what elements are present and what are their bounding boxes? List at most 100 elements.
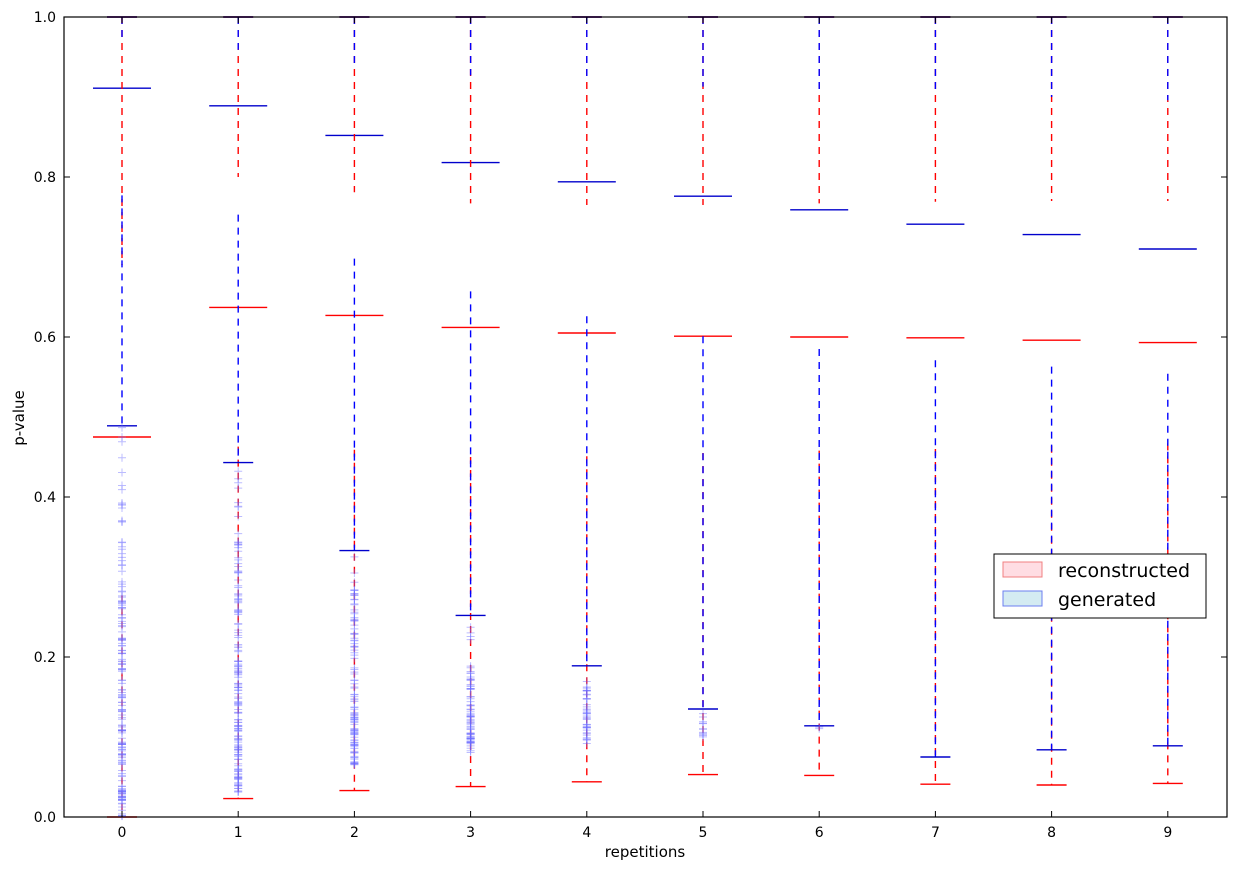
outlier-point xyxy=(234,647,243,656)
outlier-point xyxy=(350,702,359,711)
outlier-point xyxy=(234,661,243,670)
outlier-point xyxy=(466,729,475,738)
outlier-point xyxy=(466,623,475,632)
x-tick-label: 1 xyxy=(234,825,243,841)
outlier-point xyxy=(466,736,475,745)
outlier-point xyxy=(234,664,243,673)
outlier-point xyxy=(466,701,475,710)
outlier-point xyxy=(350,605,359,614)
outlier-point xyxy=(234,750,243,759)
outlier-point xyxy=(118,603,126,612)
outlier-point xyxy=(234,721,243,730)
outlier-point xyxy=(234,708,243,717)
outlier-point xyxy=(118,423,126,432)
outlier-point xyxy=(234,743,243,752)
legend-swatch-reconstructed xyxy=(1002,561,1043,578)
outlier-point xyxy=(815,724,824,733)
outlier-point xyxy=(118,499,126,508)
outlier-point xyxy=(234,773,243,782)
outlier-point xyxy=(118,715,126,724)
outlier-point xyxy=(234,583,243,592)
outlier-point xyxy=(118,788,126,797)
outlier-point xyxy=(118,750,126,759)
outlier-point xyxy=(350,613,359,622)
x-tick-label: 5 xyxy=(699,825,708,841)
outlier-point xyxy=(118,516,126,525)
outlier-point xyxy=(582,736,591,745)
outlier-point xyxy=(118,782,126,791)
x-tick-label: 4 xyxy=(582,825,591,841)
outlier-point xyxy=(466,675,475,684)
outlier-point xyxy=(350,711,359,720)
outlier-point xyxy=(582,702,591,711)
outlier-point xyxy=(118,679,126,688)
outlier-point xyxy=(582,686,591,695)
outlier-point xyxy=(234,770,243,779)
outlier-point xyxy=(466,722,475,731)
outlier-point xyxy=(350,709,359,718)
outlier-point xyxy=(234,761,243,770)
outlier-point xyxy=(118,582,126,591)
outlier-point xyxy=(234,539,243,548)
outlier-point xyxy=(234,766,243,775)
outlier-point xyxy=(350,758,359,767)
outlier-point xyxy=(350,585,359,594)
outlier-point xyxy=(118,796,126,805)
outlier-point xyxy=(118,549,126,558)
outlier-point xyxy=(350,715,359,724)
outlier-point xyxy=(118,627,126,636)
outlier-point xyxy=(234,555,243,564)
outlier-point xyxy=(350,717,359,726)
outlier-point xyxy=(118,784,126,793)
outlier-point xyxy=(118,771,126,780)
outlier-point xyxy=(350,683,359,692)
outlier-point xyxy=(350,600,359,609)
outlier-point xyxy=(118,665,126,674)
outlier-point xyxy=(350,651,359,660)
outlier-point xyxy=(118,433,126,442)
outlier-point xyxy=(118,685,126,694)
outlier-point xyxy=(350,730,359,739)
outlier-point xyxy=(350,708,359,717)
outlier-point xyxy=(118,743,126,752)
x-tick-label: 0 xyxy=(118,825,127,841)
outlier-point xyxy=(234,640,243,649)
outlier-point xyxy=(234,607,243,616)
outlier-point xyxy=(582,722,591,731)
outlier-point xyxy=(234,748,243,757)
outlier-point xyxy=(118,598,126,607)
outlier-point xyxy=(234,708,243,717)
outlier-point xyxy=(118,613,126,622)
outlier-point xyxy=(234,732,243,741)
outlier-point xyxy=(234,562,243,571)
outlier-point xyxy=(118,667,126,676)
outlier-point xyxy=(582,735,591,744)
outlier-point xyxy=(582,705,591,714)
outlier-point xyxy=(234,591,243,600)
outlier-point xyxy=(118,560,126,569)
outlier-point xyxy=(815,723,824,732)
outlier-point xyxy=(118,745,126,754)
outlier-point xyxy=(234,745,243,754)
outlier-point xyxy=(466,734,475,743)
outlier-point xyxy=(466,707,475,716)
outlier-point xyxy=(350,648,359,657)
outlier-point xyxy=(350,718,359,727)
y-tick-label: 0.8 xyxy=(34,170,56,186)
outlier-point xyxy=(582,720,591,729)
legend-swatch-generated xyxy=(1002,590,1043,607)
outlier-point xyxy=(582,694,591,703)
outlier-point xyxy=(350,735,359,744)
outlier-point xyxy=(582,735,591,744)
outlier-point xyxy=(466,719,475,728)
outlier-point xyxy=(466,667,475,676)
outlier-point xyxy=(234,673,243,682)
outlier-point xyxy=(118,634,126,643)
outlier-point xyxy=(118,649,126,658)
outlier-point xyxy=(118,659,126,668)
outlier-point xyxy=(234,745,243,754)
outlier-point xyxy=(234,598,243,607)
outlier-point xyxy=(582,726,591,735)
outlier-point xyxy=(466,735,475,744)
outlier-point xyxy=(466,734,475,743)
